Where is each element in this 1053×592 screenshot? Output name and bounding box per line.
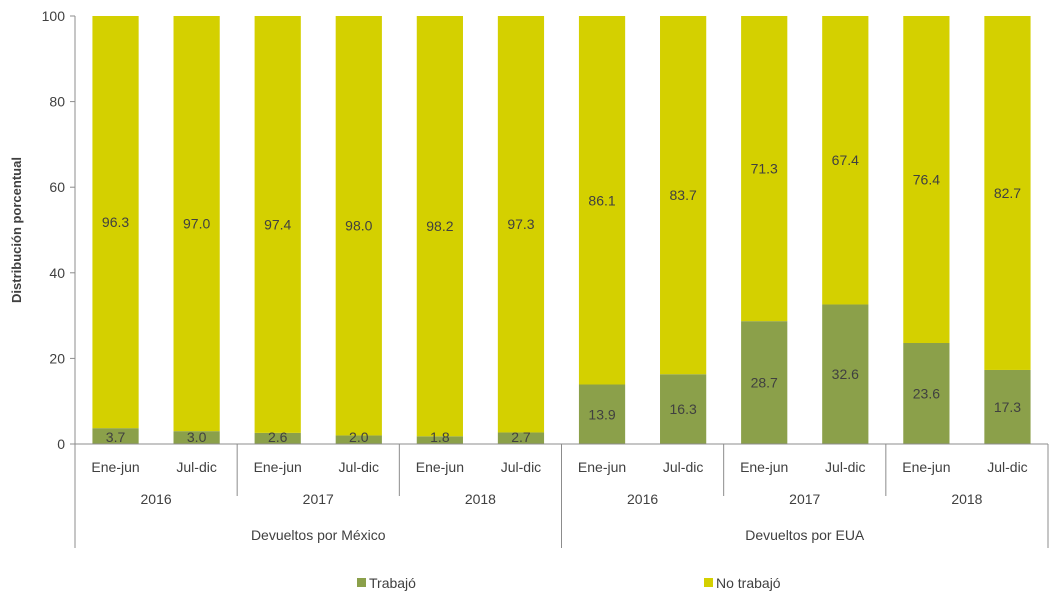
data-label: 2.0	[349, 429, 369, 445]
data-label: 3.7	[106, 429, 126, 445]
data-label: 32.6	[832, 366, 859, 382]
bar-segment	[254, 432, 301, 444]
year-label: 2016	[141, 491, 172, 507]
x-tick-label: Jul-dic	[501, 459, 541, 475]
x-tick-label: Jul-dic	[825, 459, 865, 475]
data-label: 16.3	[670, 401, 697, 417]
year-label: 2017	[303, 491, 334, 507]
data-label: 1.8	[430, 429, 450, 445]
legend-swatch	[704, 578, 713, 587]
data-label: 97.4	[264, 216, 291, 232]
data-label: 86.1	[588, 192, 615, 208]
x-axis: Ene-jun Jul-dic Ene-jun Jul-dic Ene-jun Jul-d…	[74, 443, 1049, 548]
x-tick-label: Ene-jun	[578, 459, 626, 475]
y-tick-label: 80	[49, 94, 65, 110]
bar-segment	[578, 16, 626, 385]
data-label: 83.7	[670, 187, 697, 203]
legend-label: Trabajó	[369, 575, 416, 591]
data-label: 98.0	[345, 218, 372, 234]
x-tick-label: Ene-jun	[740, 459, 788, 475]
x-tick-label: Ene-jun	[91, 459, 139, 475]
x-tick-label: Jul-dic	[663, 459, 703, 475]
y-axis-title: Distribución porcentual	[9, 157, 24, 303]
bar-segment	[497, 16, 545, 433]
data-label: 28.7	[751, 375, 778, 391]
data-label: 71.3	[751, 161, 778, 177]
data-label: 82.7	[994, 185, 1021, 201]
bar-segment	[660, 374, 707, 444]
bar-segment	[984, 16, 1031, 370]
bar-segment	[92, 428, 139, 444]
x-tick-label: Jul-dic	[339, 459, 379, 475]
bar-segment	[254, 16, 301, 433]
data-label: 13.9	[588, 406, 615, 422]
bar-segment	[173, 16, 220, 432]
bar-segment	[578, 384, 626, 444]
x-tick-label: Jul-dic	[176, 459, 216, 475]
group-label: Devueltos por México	[251, 527, 386, 543]
bar-segment	[416, 436, 463, 444]
data-label: 76.4	[913, 171, 940, 187]
legend-swatch	[357, 578, 366, 587]
y-tick-label: 40	[49, 265, 65, 281]
bar-segment	[497, 432, 545, 444]
data-label: 67.4	[832, 152, 859, 168]
bar-segment	[173, 431, 220, 444]
y-tick-label: 100	[42, 8, 66, 24]
group-label: Devueltos por EUA	[745, 527, 865, 543]
bar-segment	[335, 16, 382, 436]
data-label: 3.0	[187, 429, 207, 445]
data-label: 2.7	[511, 429, 531, 445]
year-label: 2016	[627, 491, 658, 507]
bar-segment	[741, 16, 788, 322]
x-tick-label: Jul-dic	[987, 459, 1027, 475]
bar-segment	[741, 321, 788, 444]
bar-segment	[822, 304, 869, 444]
data-label: 97.0	[183, 216, 210, 232]
x-tick-label: Ene-jun	[254, 459, 302, 475]
x-tick-label: Ene-jun	[902, 459, 950, 475]
y-tick-label: 60	[49, 179, 65, 195]
bar-segment	[92, 16, 139, 429]
data-label: 97.3	[507, 216, 534, 232]
bar-segment	[416, 16, 463, 437]
bar-segment	[822, 16, 869, 305]
y-tick-label: 20	[49, 350, 65, 366]
legend-label: No trabajó	[716, 575, 781, 591]
legend: Trabajó No trabajó	[357, 575, 781, 591]
data-label: 2.6	[268, 429, 288, 445]
x-tick-label: Ene-jun	[416, 459, 464, 475]
year-label: 2017	[789, 491, 820, 507]
data-label: 17.3	[994, 399, 1021, 415]
bar-segment	[660, 16, 707, 375]
bar-segment	[984, 369, 1031, 444]
bar-segment	[903, 16, 950, 343]
bars: 3.7 96.3 3.0 97.0 2.6 97.4 2.0 98.0 1.8 98.2 2.7 97…	[92, 16, 1031, 445]
bar-segment	[335, 435, 382, 444]
y-axis: 0 20 40 60 80 100	[42, 8, 76, 452]
year-label: 2018	[465, 491, 496, 507]
y-tick-label: 0	[57, 436, 65, 452]
data-label: 96.3	[102, 214, 129, 230]
data-label: 23.6	[913, 385, 940, 401]
year-label: 2018	[951, 491, 982, 507]
bar-segment	[903, 342, 950, 444]
data-label: 98.2	[426, 218, 453, 234]
